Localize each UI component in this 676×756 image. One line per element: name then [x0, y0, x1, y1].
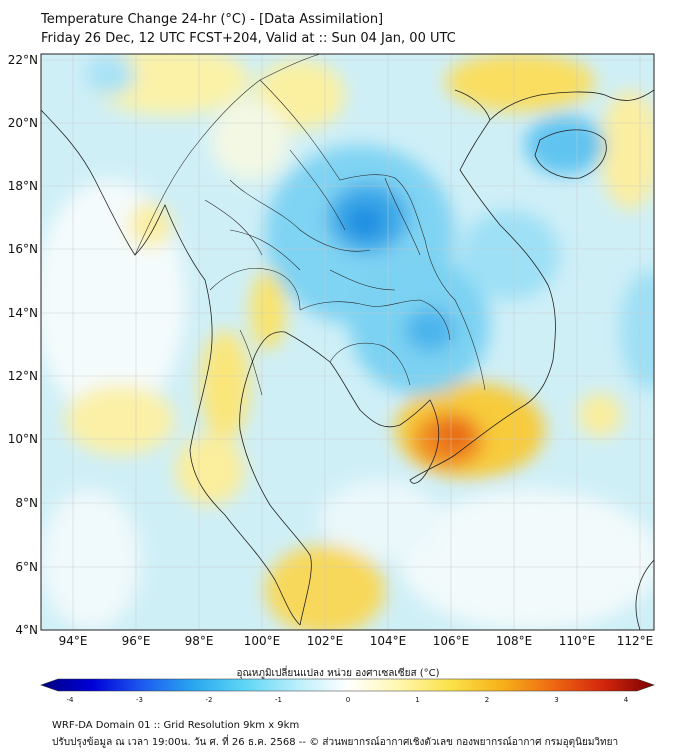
update-credit: ปรับปรุงข้อมูล ณ เวลา 19:00น. วัน ศ. ที่… [52, 737, 619, 748]
lat-label: 18°N [8, 179, 38, 193]
lat-label: 20°N [8, 116, 38, 130]
colorbar-tick-label: -2 [206, 696, 213, 704]
colorbar-tick-label: -1 [275, 696, 282, 704]
colorbar-tick-label: -3 [136, 696, 143, 704]
colorbar-tick-label: -4 [67, 696, 75, 704]
lon-label: 104°E [370, 634, 407, 648]
map-frame [40, 53, 655, 631]
lon-label: 100°E [244, 634, 281, 648]
colorbar-tick-label: 1 [415, 696, 419, 704]
lon-label: 110°E [559, 634, 596, 648]
temperature-change-map: 22°N 20°N 18°N 16°N 14°N 12°N 10°N 8°N 6… [8, 53, 655, 648]
map-subtitle: Friday 26 Dec, 12 UTC FCST+204, Valid at… [41, 31, 456, 46]
lat-label: 6°N [15, 560, 38, 574]
colorbar-ticks: -4 -3 -2 -1 0 1 2 3 4 [67, 696, 629, 704]
colorbar: -4 -3 -2 -1 0 1 2 3 4 [40, 678, 655, 704]
lon-label: 94°E [59, 634, 88, 648]
lat-label: 14°N [8, 306, 38, 320]
latitude-labels: 22°N 20°N 18°N 16°N 14°N 12°N 10°N 8°N 6… [8, 53, 38, 637]
colorbar-title: อุณหภูมิเปลี่ยนแปลง หน่วย องศาเซลเซียส (… [236, 668, 440, 679]
colorbar-tick-label: 3 [554, 696, 558, 704]
lat-label: 10°N [8, 432, 38, 446]
colorbar-scale [40, 678, 655, 692]
lat-label: 8°N [15, 496, 38, 510]
lon-label: 96°E [122, 634, 151, 648]
longitude-labels: 94°E 96°E 98°E 100°E 102°E 104°E 106°E 1… [59, 634, 654, 648]
colorbar-tick-label: 0 [346, 696, 350, 704]
lon-label: 108°E [496, 634, 533, 648]
coastlines [41, 54, 654, 630]
temperature-field [41, 54, 654, 630]
colorbar-tick-label: 4 [624, 696, 629, 704]
map-title: Temperature Change 24-hr (°C) - [Data As… [41, 12, 384, 27]
graticule [41, 54, 654, 630]
lon-label: 106°E [433, 634, 470, 648]
lon-label: 112°E [617, 634, 654, 648]
lat-label: 22°N [8, 53, 38, 67]
lat-label: 4°N [15, 623, 38, 637]
domain-info: WRF-DA Domain 01 :: Grid Resolution 9km … [52, 720, 300, 731]
colorbar-tick-label: 2 [485, 696, 489, 704]
lat-label: 16°N [8, 242, 38, 256]
lon-label: 102°E [307, 634, 344, 648]
lon-label: 98°E [185, 634, 214, 648]
lat-label: 12°N [8, 369, 38, 383]
